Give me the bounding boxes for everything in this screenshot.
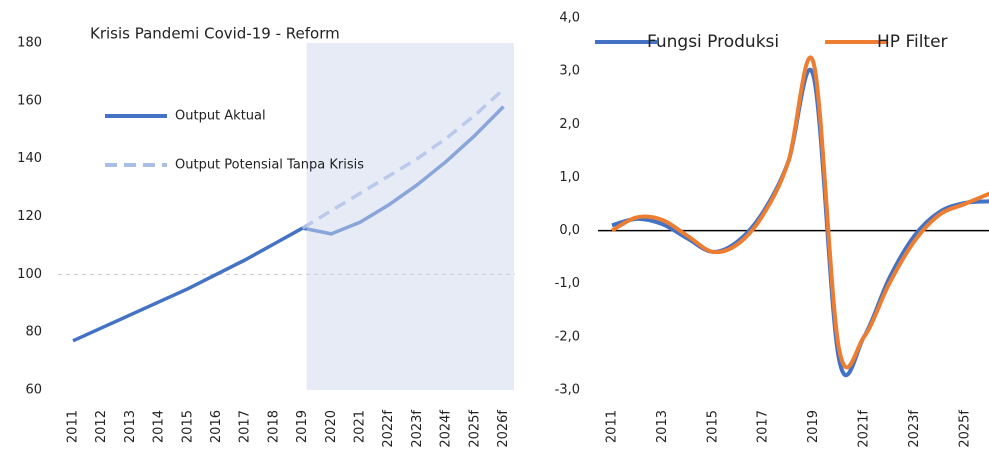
y-tick-label: 1,0 bbox=[559, 170, 580, 185]
legend-label: Output Aktual bbox=[175, 109, 266, 124]
y-tick-label: -3,0 bbox=[555, 383, 580, 398]
legend-label: Output Potensial Tanpa Krisis bbox=[175, 158, 364, 173]
y-tick-label: 100 bbox=[17, 267, 42, 282]
y-tick-label: 120 bbox=[17, 209, 42, 224]
x-tick-label: 2020 bbox=[324, 410, 339, 443]
x-tick-label: 2025f bbox=[467, 410, 482, 448]
x-tick-label: 2011 bbox=[605, 410, 620, 443]
y-tick-label: 60 bbox=[25, 383, 42, 398]
x-tick-label: 2017 bbox=[756, 410, 771, 443]
series-line bbox=[611, 67, 989, 378]
x-tick-label: 2019 bbox=[295, 410, 310, 443]
y-tick-label: 2,0 bbox=[559, 117, 580, 132]
shaded-region bbox=[306, 43, 514, 390]
legend-label: Fungsi Produksi bbox=[647, 32, 779, 52]
y-tick-label: 0,0 bbox=[559, 223, 580, 238]
x-tick-label: 2019 bbox=[806, 410, 821, 443]
x-tick-label: 2013 bbox=[123, 410, 138, 443]
series-line bbox=[611, 55, 989, 370]
x-tick-label: 2013 bbox=[655, 410, 670, 443]
x-tick-label: 2024f bbox=[439, 410, 454, 448]
x-tick-label: 2017 bbox=[238, 410, 253, 443]
y-tick-label: -1,0 bbox=[555, 276, 580, 291]
x-tick-label: 2014 bbox=[152, 410, 167, 443]
x-tick-label: 2022f bbox=[381, 410, 396, 448]
y-tick-label: 4,0 bbox=[559, 11, 580, 26]
x-tick-label: 2018 bbox=[266, 410, 281, 443]
y-tick-label: 160 bbox=[17, 93, 42, 108]
x-tick-label: 2012 bbox=[94, 410, 109, 443]
x-tick-label: 2016 bbox=[209, 410, 224, 443]
y-tick-label: 3,0 bbox=[559, 64, 580, 79]
y-tick-label: 140 bbox=[17, 151, 42, 166]
x-tick-label: 2021f bbox=[857, 410, 872, 448]
x-tick-label: 2011 bbox=[66, 410, 81, 443]
legend-label: HP Filter bbox=[877, 32, 948, 52]
x-tick-label: 2023f bbox=[907, 410, 922, 448]
chart-title: Krisis Pandemi Covid-19 - Reform bbox=[90, 25, 340, 43]
x-tick-label: 2015 bbox=[705, 410, 720, 443]
x-tick-label: 2021 bbox=[353, 410, 368, 443]
y-tick-label: 80 bbox=[25, 325, 42, 340]
y-tick-label: 180 bbox=[17, 36, 42, 51]
x-tick-label: 2015 bbox=[180, 410, 195, 443]
x-tick-label: 2023f bbox=[410, 410, 425, 448]
x-tick-label: 2025f bbox=[957, 410, 972, 448]
x-tick-label: 2026f bbox=[496, 410, 511, 448]
y-tick-label: -2,0 bbox=[555, 329, 580, 344]
